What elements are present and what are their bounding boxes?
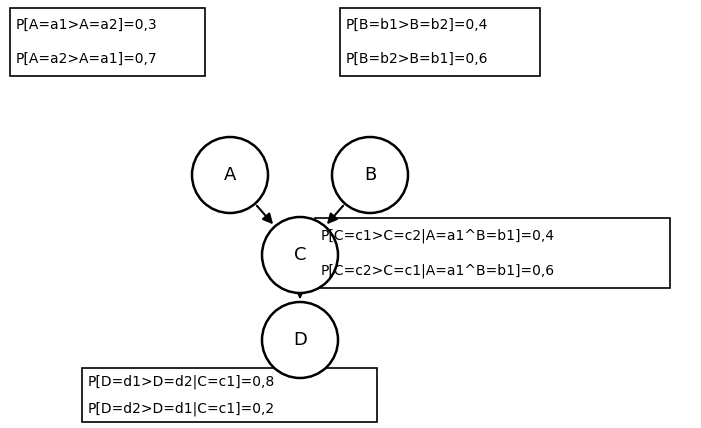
Text: B: B	[364, 166, 376, 184]
FancyBboxPatch shape	[340, 8, 540, 76]
FancyBboxPatch shape	[315, 218, 670, 288]
Text: A: A	[224, 166, 236, 184]
Text: P[D=d2>D=d1|C=c1]=0,2: P[D=d2>D=d1|C=c1]=0,2	[88, 401, 275, 416]
Text: P[D=d1>D=d2|C=c1]=0,8: P[D=d1>D=d2|C=c1]=0,8	[88, 374, 275, 389]
Text: P[B=b2>B=b1]=0,6: P[B=b2>B=b1]=0,6	[346, 52, 489, 66]
Text: P[A=a1>A=a2]=0,3: P[A=a1>A=a2]=0,3	[16, 18, 158, 32]
Ellipse shape	[262, 217, 338, 293]
Text: P[C=c2>C=c1|A=a1^B=b1]=0,6: P[C=c2>C=c1|A=a1^B=b1]=0,6	[321, 263, 555, 278]
FancyBboxPatch shape	[82, 368, 377, 422]
FancyBboxPatch shape	[10, 8, 205, 76]
Ellipse shape	[332, 137, 408, 213]
Ellipse shape	[192, 137, 268, 213]
Text: P[A=a2>A=a1]=0,7: P[A=a2>A=a1]=0,7	[16, 52, 158, 66]
Text: C: C	[294, 246, 306, 264]
Text: P[C=c1>C=c2|A=a1^B=b1]=0,4: P[C=c1>C=c2|A=a1^B=b1]=0,4	[321, 228, 555, 243]
Text: P[B=b1>B=b2]=0,4: P[B=b1>B=b2]=0,4	[346, 18, 489, 32]
Ellipse shape	[262, 302, 338, 378]
Text: D: D	[293, 331, 307, 349]
